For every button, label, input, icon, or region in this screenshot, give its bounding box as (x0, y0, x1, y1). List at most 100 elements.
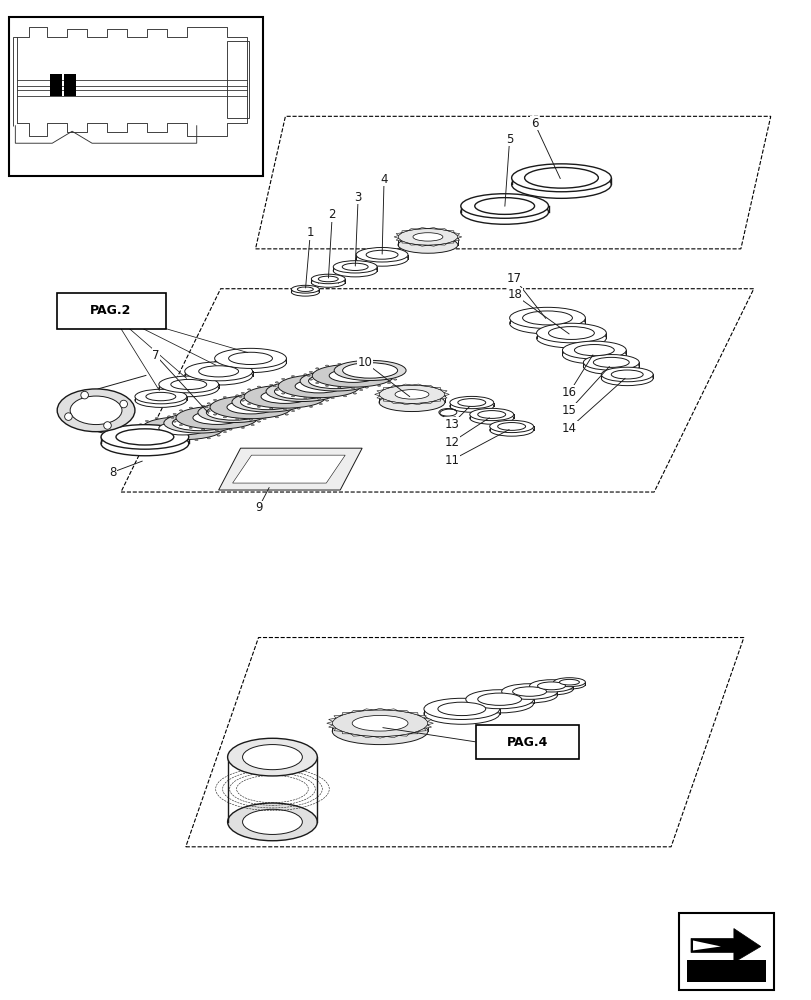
Polygon shape (341, 731, 350, 734)
Polygon shape (440, 396, 447, 399)
Ellipse shape (601, 367, 652, 382)
Ellipse shape (318, 276, 338, 282)
Ellipse shape (449, 396, 493, 409)
Ellipse shape (159, 380, 218, 397)
Ellipse shape (524, 167, 598, 188)
Polygon shape (440, 390, 447, 393)
Ellipse shape (529, 683, 573, 695)
Ellipse shape (257, 386, 260, 387)
Ellipse shape (294, 380, 342, 393)
Ellipse shape (201, 405, 204, 407)
Ellipse shape (387, 382, 390, 384)
Bar (678, 913, 773, 990)
Ellipse shape (509, 313, 585, 334)
Ellipse shape (274, 384, 329, 399)
Ellipse shape (249, 419, 252, 420)
Ellipse shape (210, 396, 291, 419)
Ellipse shape (260, 417, 263, 418)
Ellipse shape (139, 424, 142, 425)
Text: 8: 8 (109, 466, 117, 479)
Ellipse shape (266, 381, 337, 402)
Polygon shape (393, 235, 398, 238)
Text: 12: 12 (444, 436, 459, 449)
Ellipse shape (333, 265, 376, 277)
Circle shape (120, 400, 127, 408)
Ellipse shape (70, 396, 122, 425)
Ellipse shape (213, 399, 217, 401)
Ellipse shape (135, 393, 187, 407)
Ellipse shape (57, 389, 135, 432)
Ellipse shape (309, 379, 312, 380)
Text: PAG.2: PAG.2 (90, 304, 131, 317)
Ellipse shape (223, 424, 226, 425)
Ellipse shape (241, 400, 244, 401)
Ellipse shape (242, 809, 302, 834)
Polygon shape (383, 387, 390, 390)
Circle shape (104, 422, 111, 429)
Text: 6: 6 (530, 117, 538, 130)
Ellipse shape (145, 435, 148, 436)
Ellipse shape (342, 363, 397, 378)
Ellipse shape (159, 422, 207, 435)
Ellipse shape (173, 421, 176, 422)
Ellipse shape (511, 170, 611, 198)
Polygon shape (401, 384, 411, 386)
Ellipse shape (509, 307, 585, 329)
Ellipse shape (172, 415, 227, 431)
Bar (226, 41, 248, 118)
Ellipse shape (223, 417, 226, 418)
Ellipse shape (461, 200, 548, 224)
Ellipse shape (307, 375, 310, 376)
Text: 11: 11 (444, 454, 459, 467)
Ellipse shape (449, 400, 493, 412)
Polygon shape (383, 399, 390, 401)
Ellipse shape (207, 410, 210, 412)
Ellipse shape (351, 363, 354, 364)
Ellipse shape (297, 408, 300, 409)
Polygon shape (424, 718, 431, 721)
Ellipse shape (365, 363, 368, 364)
Ellipse shape (315, 368, 319, 369)
Polygon shape (409, 713, 418, 715)
Ellipse shape (155, 418, 158, 419)
Ellipse shape (146, 392, 175, 401)
Polygon shape (447, 241, 453, 243)
Ellipse shape (303, 374, 307, 375)
Polygon shape (423, 401, 432, 403)
Polygon shape (398, 734, 409, 736)
Polygon shape (218, 448, 362, 490)
Ellipse shape (582, 355, 638, 370)
Ellipse shape (206, 405, 261, 420)
Text: 5: 5 (505, 133, 513, 146)
Ellipse shape (170, 417, 174, 418)
Polygon shape (390, 385, 401, 387)
Ellipse shape (278, 375, 359, 398)
Ellipse shape (352, 715, 407, 731)
Ellipse shape (189, 427, 192, 428)
Ellipse shape (247, 403, 251, 405)
Ellipse shape (328, 396, 331, 397)
Ellipse shape (291, 396, 294, 397)
Polygon shape (418, 728, 426, 731)
Ellipse shape (319, 403, 322, 405)
Text: PAG.4: PAG.4 (506, 736, 547, 749)
Ellipse shape (559, 679, 579, 685)
Ellipse shape (269, 384, 272, 386)
Ellipse shape (353, 393, 356, 394)
Polygon shape (457, 235, 461, 238)
Ellipse shape (227, 803, 317, 841)
Ellipse shape (312, 364, 393, 387)
Polygon shape (376, 396, 383, 399)
Polygon shape (376, 390, 383, 393)
Ellipse shape (215, 430, 218, 431)
Polygon shape (333, 728, 341, 731)
Ellipse shape (229, 405, 232, 407)
Ellipse shape (214, 353, 286, 373)
Ellipse shape (489, 420, 533, 433)
Ellipse shape (562, 346, 625, 364)
Text: 3: 3 (354, 191, 362, 204)
Ellipse shape (477, 693, 521, 705)
Text: 13: 13 (444, 418, 459, 431)
Ellipse shape (116, 429, 174, 445)
Ellipse shape (413, 233, 442, 241)
